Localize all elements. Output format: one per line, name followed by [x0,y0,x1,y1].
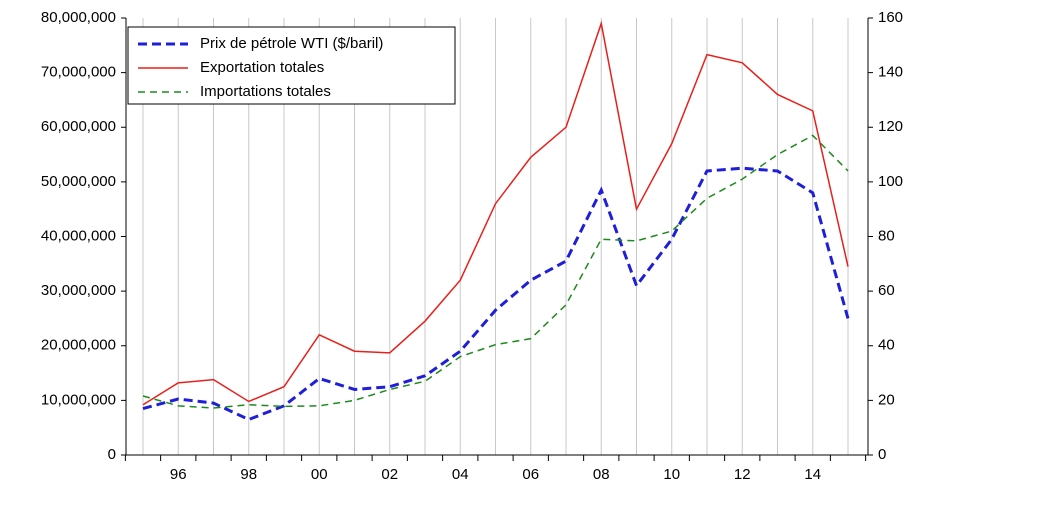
series-line [142,134,849,409]
y2-tick-label: 80 [878,227,895,244]
x-tick-label: 96 [170,466,187,483]
y2-tick-label: 140 [878,64,903,81]
legend-label: Prix de pétrole WTI ($/baril) [200,35,383,52]
y-tick-label: 60,000,000 [41,118,116,135]
y-tick-label: 80,000,000 [41,9,116,26]
y2-tick-label: 100 [878,173,903,190]
x-tick-label: 00 [311,466,328,483]
x-tick-label: 08 [593,466,610,483]
y-tick-label: 20,000,000 [41,337,116,354]
x-tick-label: 14 [804,466,821,483]
y2-tick-label: 60 [878,282,895,299]
x-tick-label: 10 [663,466,680,483]
x-tick-label: 06 [522,466,539,483]
series-line [142,20,849,406]
x-tick-label: 04 [452,466,469,483]
y2-tick-label: 0 [878,446,886,463]
legend-box [127,26,456,105]
y-tick-label: 50,000,000 [41,173,116,190]
legend-label: Importations totales [200,83,331,100]
legend-label: Exportation totales [200,59,324,76]
x-tick-label: 98 [240,466,257,483]
series-line [142,166,850,422]
y-tick-label: 10,000,000 [41,391,116,408]
y-tick-label: 40,000,000 [41,227,116,244]
y2-tick-label: 160 [878,9,903,26]
y2-tick-label: 20 [878,391,895,408]
y2-tick-label: 40 [878,337,895,354]
x-tick-label: 12 [734,466,751,483]
y-tick-label: 30,000,000 [41,282,116,299]
x-tick-label: 02 [381,466,398,483]
y-tick-label: 70,000,000 [41,64,116,81]
y-tick-label: 0 [108,446,116,463]
y2-tick-label: 120 [878,118,903,135]
